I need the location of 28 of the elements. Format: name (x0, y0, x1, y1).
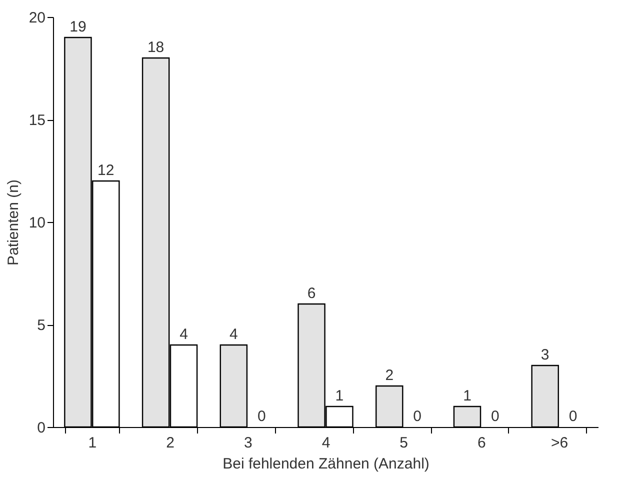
data-label: 6 (307, 285, 316, 302)
data-label: 4 (229, 326, 238, 343)
data-label: 2 (385, 367, 394, 384)
x-tick-label: 2 (166, 434, 174, 452)
x-tick-label: 6 (478, 434, 486, 452)
x-tick-label: 1 (88, 434, 97, 452)
x-tick-label: 4 (322, 434, 330, 452)
data-label: 18 (147, 39, 164, 56)
y-tick-label: 15 (28, 112, 46, 129)
y-axis-title: Patienten (n) (4, 180, 22, 266)
y-tick-label: 0 (37, 420, 46, 436)
x-tick-label: 5 (400, 434, 408, 452)
data-label: 12 (98, 162, 114, 179)
y-tick-label: 10 (28, 214, 46, 232)
y-tick-label: 5 (37, 317, 46, 334)
x-axis-title: Bei fehlenden Zähnen (Anzahl) (222, 456, 430, 472)
data-label: 1 (463, 388, 472, 404)
data-label: 0 (257, 408, 266, 425)
data-label: 0 (568, 408, 578, 425)
data-label: 4 (180, 326, 188, 343)
x-tick-label: >6 (551, 434, 568, 452)
y-tick-label: 20 (28, 10, 46, 26)
data-label: 0 (413, 408, 422, 425)
data-label: 19 (70, 18, 86, 36)
data-label: 1 (335, 388, 344, 404)
data-label: 3 (540, 346, 550, 364)
data-label: 0 (491, 408, 500, 425)
x-tick-label: 3 (244, 434, 252, 452)
